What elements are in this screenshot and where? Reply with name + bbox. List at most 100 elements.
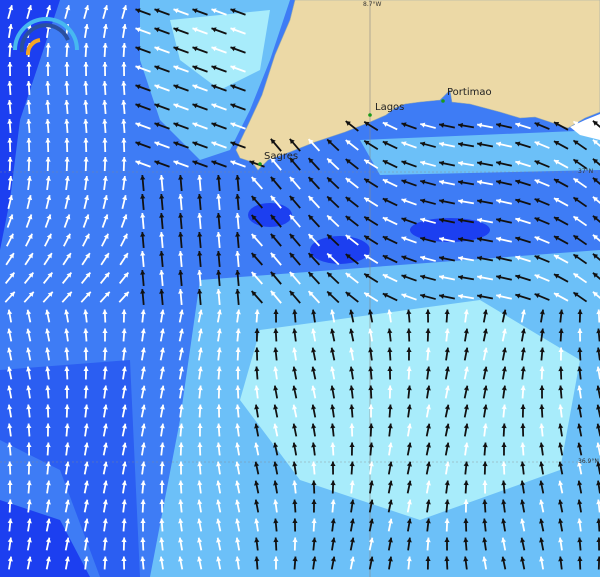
current-arrow-icon [387,309,393,323]
current-arrow-icon [4,291,16,303]
current-arrow-icon [173,84,189,92]
current-arrow-icon [444,461,450,475]
current-arrow-icon [154,103,170,111]
current-arrow-icon [596,328,600,342]
current-arrow-icon [26,480,32,494]
current-arrow-icon [216,404,222,418]
current-arrow-icon [121,23,127,39]
current-arrow-icon [121,175,127,191]
current-arrow-icon [197,250,203,268]
current-arrow-icon [159,499,165,513]
current-arrow-icon [534,122,550,130]
current-arrow-icon [349,461,355,475]
current-arrow-icon [330,480,336,494]
current-arrow-icon [45,537,51,551]
current-arrow-icon [102,99,108,115]
current-arrow-icon [444,556,450,570]
current-arrow-icon [7,175,13,191]
current-arrow-icon [368,518,374,532]
current-arrow-icon [270,214,282,228]
current-arrow-icon [235,269,241,287]
current-arrow-icon [45,80,51,96]
current-arrow-icon [577,518,583,532]
current-arrow-icon [7,347,13,361]
current-arrow-icon [159,480,165,494]
current-arrow-icon [596,499,600,513]
current-arrow-icon [173,27,189,35]
current-arrow-icon [273,309,279,323]
current-arrow-icon [401,217,417,225]
current-arrow-icon [216,480,222,494]
current-arrow-icon [140,480,146,494]
current-arrow-icon [121,80,127,96]
current-arrow-icon [401,141,417,149]
city-label-sagres: Sagres [264,151,299,162]
current-arrow-icon [349,309,355,323]
current-arrow-icon [26,537,32,551]
current-arrow-icon [270,271,282,285]
current-arrow-icon [292,404,298,418]
current-arrow-icon [197,480,203,494]
current-arrow-icon [420,293,436,300]
current-arrow-icon [539,309,545,323]
current-arrow-icon [558,556,564,570]
current-arrow-icon [173,65,189,73]
current-arrow-icon [539,385,545,399]
current-arrow-icon [102,461,108,475]
current-arrow-icon [363,139,379,151]
current-arrow-icon [406,537,412,551]
current-arrow-icon [140,442,146,456]
current-arrow-icon [444,480,450,494]
current-arrow-icon [254,347,260,361]
current-arrow-icon [159,347,165,361]
current-arrow-icon [326,252,340,266]
current-arrow-icon [496,179,512,186]
current-arrow-icon [173,141,189,149]
current-arrow-icon [401,179,417,187]
current-arrow-icon [235,174,241,192]
speed-gauge-icon[interactable] [13,17,79,56]
current-arrow-icon [558,518,564,532]
current-arrow-icon [178,309,184,323]
current-arrow-icon [273,480,279,494]
current-arrow-icon [482,537,488,551]
current-arrow-icon [382,159,398,169]
current-arrow-icon [326,176,340,190]
current-arrow-icon [178,404,184,418]
current-arrow-icon [539,461,545,475]
current-arrow-icon [61,291,73,303]
current-arrow-icon [307,214,321,228]
current-arrow-icon [64,461,70,475]
current-arrow-icon [496,255,512,262]
current-arrow-icon [292,480,298,494]
city-dot-sagres [258,162,262,166]
current-arrow-icon [235,423,241,437]
current-arrow-icon [154,27,170,35]
current-arrow-icon [178,518,184,532]
current-arrow-icon [26,156,32,172]
current-arrow-icon [273,442,279,456]
current-arrow-icon [577,461,583,475]
current-arrow-icon [83,61,89,77]
current-arrow-icon [577,328,583,342]
current-arrow-icon [121,328,127,342]
current-arrow-icon [368,499,374,513]
current-arrow-icon [444,347,450,361]
current-arrow-icon [368,423,374,437]
current-arrow-icon [120,214,128,228]
current-arrow-icon [216,250,222,268]
current-arrow-icon [211,84,227,92]
current-arrow-icon [235,328,241,342]
current-arrow-icon [26,404,32,418]
current-arrow-icon [26,328,32,342]
current-arrow-icon [102,80,108,96]
current-arrow-icon [230,103,246,111]
current-arrow-icon [254,499,260,513]
current-arrow-icon [7,23,13,39]
current-arrow-icon [363,291,379,303]
current-arrow-icon [45,423,51,437]
current-arrow-icon [235,193,241,211]
current-arrow-icon [45,175,51,191]
